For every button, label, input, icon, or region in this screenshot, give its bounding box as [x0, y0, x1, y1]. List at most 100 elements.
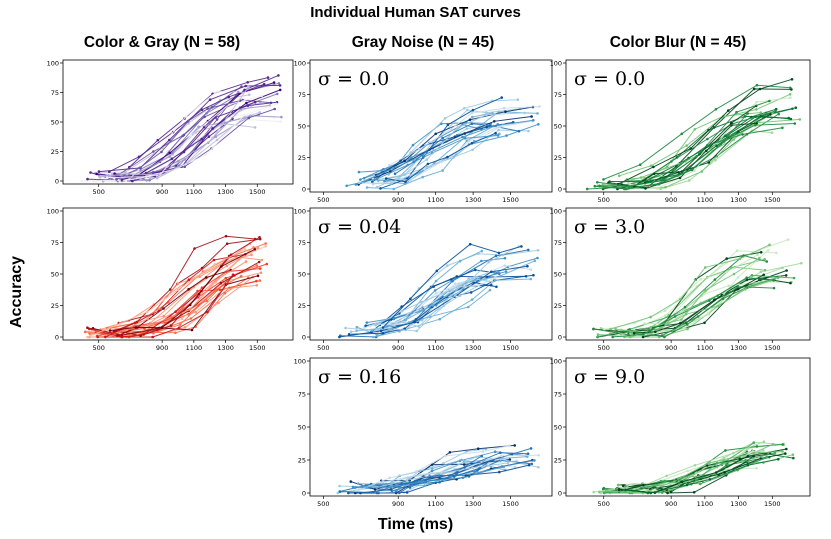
data-point	[118, 322, 122, 325]
subject-curve	[384, 131, 497, 184]
data-point	[663, 480, 667, 483]
data-point	[363, 326, 366, 330]
data-point	[400, 309, 404, 313]
data-point	[781, 126, 784, 130]
data-point	[157, 309, 161, 313]
data-point	[503, 256, 507, 260]
data-point	[176, 282, 180, 285]
data-point	[404, 318, 407, 322]
data-point	[383, 179, 386, 183]
subject-line	[105, 253, 246, 338]
data-point	[746, 112, 749, 115]
data-point	[527, 463, 531, 467]
subject-curve	[611, 276, 775, 339]
subject-curve	[624, 457, 780, 495]
data-point	[632, 328, 636, 331]
y-tick-label: 0	[558, 333, 562, 341]
data-point	[174, 331, 177, 335]
subject-line	[617, 78, 793, 185]
x-tick-label: 500	[317, 196, 329, 204]
data-point	[663, 335, 666, 339]
data-point	[170, 157, 174, 160]
sigma-label: σ = 0.04	[318, 216, 401, 238]
subject-line	[373, 278, 531, 338]
data-point	[176, 288, 180, 291]
subject-line	[108, 86, 242, 177]
data-point	[755, 122, 758, 125]
data-point	[405, 479, 409, 482]
subject-line	[610, 266, 766, 335]
data-point	[389, 182, 393, 185]
subject-line	[602, 112, 761, 186]
subject-line	[619, 93, 791, 177]
data-point	[256, 274, 260, 278]
data-point	[500, 96, 503, 99]
subject-line	[612, 277, 774, 338]
x-tick-label: 1300	[465, 500, 482, 508]
panel-color-gray-bottom: 0 25 50 75 100 500 900 1100 1300 1500	[47, 207, 294, 352]
data-point	[215, 90, 219, 93]
data-point	[494, 254, 498, 258]
data-point	[197, 125, 200, 129]
data-point	[403, 159, 406, 163]
data-point	[508, 444, 511, 447]
data-point	[763, 268, 767, 272]
data-point	[475, 455, 478, 459]
subject-line	[354, 454, 539, 488]
x-tick-label: 500	[93, 188, 105, 196]
data-point	[205, 299, 209, 303]
data-point	[502, 106, 506, 110]
data-point	[485, 111, 488, 114]
data-point	[665, 165, 669, 169]
data-point	[84, 330, 87, 334]
subject-curve	[358, 111, 526, 185]
data-point	[490, 270, 493, 274]
subject-curve	[379, 96, 503, 190]
subject-line	[119, 108, 275, 181]
data-point	[389, 486, 392, 489]
data-point	[611, 335, 614, 339]
subject-line	[593, 449, 764, 493]
data-point	[168, 288, 172, 291]
data-point	[649, 315, 652, 319]
data-point	[198, 275, 201, 278]
data-point	[455, 472, 458, 475]
data-point	[468, 242, 472, 246]
data-point	[585, 187, 589, 191]
data-point	[247, 93, 251, 97]
data-point	[375, 177, 379, 181]
subject-curve	[596, 112, 749, 188]
data-point	[92, 179, 95, 183]
data-point	[193, 247, 196, 250]
subject-line	[352, 459, 535, 488]
data-point	[474, 268, 477, 272]
data-point	[280, 115, 283, 119]
data-point	[754, 123, 757, 127]
data-point	[440, 160, 443, 164]
data-point	[670, 160, 673, 163]
subject-line	[624, 279, 775, 338]
subject-line	[106, 114, 259, 176]
y-tick-label: 50	[554, 122, 562, 130]
data-point	[243, 248, 247, 251]
panel-color-blur-sigma-3: 0 25 50 75 100 500 900 1100 1300 1500 σ = 3.0	[550, 207, 811, 352]
y-tick-label: 100	[550, 59, 562, 67]
x-tick-label: 1500	[502, 344, 519, 352]
data-point	[470, 111, 474, 115]
subject-line	[606, 450, 783, 494]
y-tick-label: 100	[47, 207, 59, 215]
data-point	[225, 242, 229, 245]
data-point	[260, 258, 264, 262]
data-point	[441, 169, 444, 172]
data-point	[768, 99, 771, 103]
data-point	[643, 322, 647, 325]
data-point	[471, 108, 475, 112]
data-point	[338, 335, 341, 339]
data-point	[449, 127, 453, 131]
data-point	[497, 251, 501, 255]
data-point	[494, 131, 497, 135]
data-point	[278, 88, 282, 92]
x-tick-label: 1500	[764, 196, 781, 204]
subject-curve	[616, 78, 794, 186]
data-point	[368, 324, 372, 328]
